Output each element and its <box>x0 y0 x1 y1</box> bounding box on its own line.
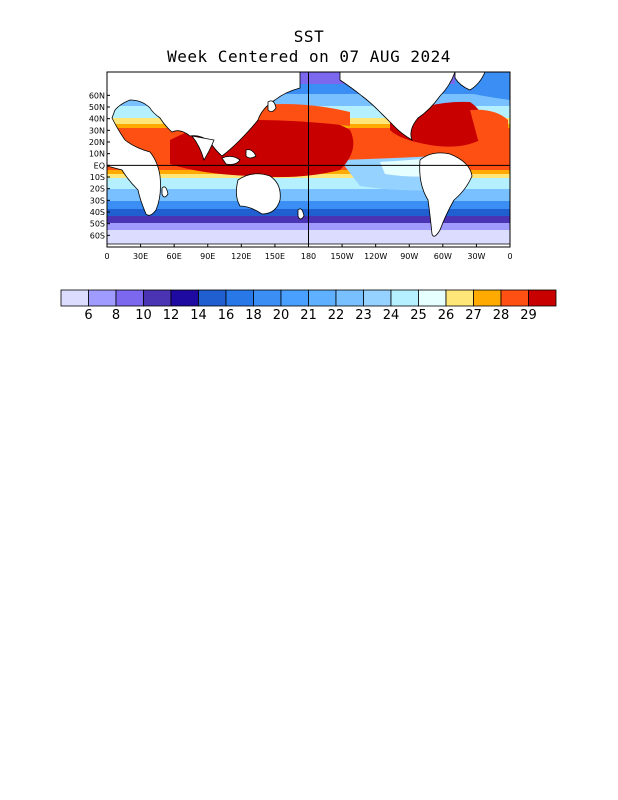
lon-tick-label: 120E <box>231 252 251 261</box>
lon-tick-label: 30W <box>467 252 485 261</box>
longitude-axis: 0 30E 60E 90E 120E 150E 180 150W 120W 90W 60W 30W 0 <box>104 244 513 261</box>
india-peninsula <box>191 135 215 161</box>
madagascar <box>161 186 169 198</box>
colorbar-swatch <box>143 289 172 307</box>
lon-tick-label: 150W <box>330 252 353 261</box>
colorbar-swatch <box>170 289 199 307</box>
colorbar-label: 26 <box>438 308 455 323</box>
colorbar-swatch <box>500 289 529 307</box>
colorbar-label: 8 <box>112 308 120 323</box>
japan <box>267 100 277 112</box>
colorbar-label: 6 <box>84 308 92 323</box>
colorbar-swatch <box>280 289 309 307</box>
colorbar-label: 20 <box>273 308 290 323</box>
lon-tick-label: 60E <box>167 252 182 261</box>
colorbar-swatch <box>60 289 89 307</box>
colorbar-label: 10 <box>135 308 152 323</box>
lat-tick-label: 60S <box>90 231 105 240</box>
colorbar-label: 25 <box>410 308 427 323</box>
lat-tick-label: 50S <box>90 220 105 229</box>
colorbar-swatch <box>88 289 117 307</box>
lon-tick-label: 150E <box>265 252 285 261</box>
colorbar-swatch <box>473 289 502 307</box>
colorbar-swatch <box>308 289 337 307</box>
lat-tick-label: 20N <box>89 138 105 147</box>
greenland <box>454 72 486 91</box>
colorbar-label: 27 <box>465 308 482 323</box>
map-title: SST <box>293 27 325 46</box>
latitude-axis: 60N 50N 40N 30N 20N 10N EQ 10S 20S 30S 40S 50S 60S <box>89 91 110 240</box>
colorbar-swatch <box>198 289 227 307</box>
colorbar-label: 22 <box>328 308 345 323</box>
indonesia-islands <box>221 149 257 165</box>
lon-tick-label: 180 <box>301 252 316 261</box>
colorbar-swatch <box>418 289 447 307</box>
colorbar-label: 23 <box>355 308 372 323</box>
lat-tick-label: EQ <box>94 161 105 170</box>
lat-tick-label: 30N <box>89 126 105 135</box>
colorbar: 6 8 10 12 14 16 18 20 21 22 23 24 25 26 27 28 29 <box>60 289 557 323</box>
lat-tick-label: 30S <box>90 196 105 205</box>
colorbar-swatch <box>390 289 419 307</box>
lon-tick-label: 30E <box>133 252 148 261</box>
lat-tick-label: 40S <box>90 208 105 217</box>
lat-tick-label: 50N <box>89 103 105 112</box>
lon-tick-label: 0 <box>507 252 512 261</box>
lat-tick-label: 60N <box>89 91 105 100</box>
colorbar-label: 28 <box>493 308 510 323</box>
new-zealand <box>297 208 305 220</box>
north-america <box>339 72 456 141</box>
colorbar-label: 12 <box>163 308 180 323</box>
lon-tick-label: 90E <box>200 252 215 261</box>
colorbar-swatch <box>363 289 392 307</box>
lon-tick-label: 90W <box>400 252 418 261</box>
colorbar-swatch <box>335 289 364 307</box>
lat-tick-label: 10N <box>89 150 105 159</box>
colorbar-swatch <box>253 289 282 307</box>
australia <box>236 173 281 215</box>
colorbar-swatch <box>115 289 144 307</box>
map-subtitle: Week Centered on 07 AUG 2024 <box>167 47 451 66</box>
colorbar-swatch <box>528 289 557 307</box>
south-america <box>419 152 473 237</box>
colorbar-label: 29 <box>520 308 537 323</box>
colorbar-label: 14 <box>190 308 207 323</box>
lat-tick-label: 40N <box>89 115 105 124</box>
lat-tick-label: 20S <box>90 185 105 194</box>
colorbar-swatch <box>445 289 474 307</box>
graticule <box>107 72 510 247</box>
colorbar-swatch <box>225 289 254 307</box>
lat-tick-label: 10S <box>90 173 105 182</box>
colorbar-label: 18 <box>245 308 262 323</box>
lon-tick-label: 120W <box>364 252 387 261</box>
colorbar-label: 21 <box>300 308 317 323</box>
lon-tick-label: 0 <box>104 252 109 261</box>
lon-tick-label: 60W <box>434 252 452 261</box>
colorbar-label: 16 <box>218 308 235 323</box>
eurasia-africa-landmass <box>107 72 301 216</box>
colorbar-label: 24 <box>383 308 400 323</box>
